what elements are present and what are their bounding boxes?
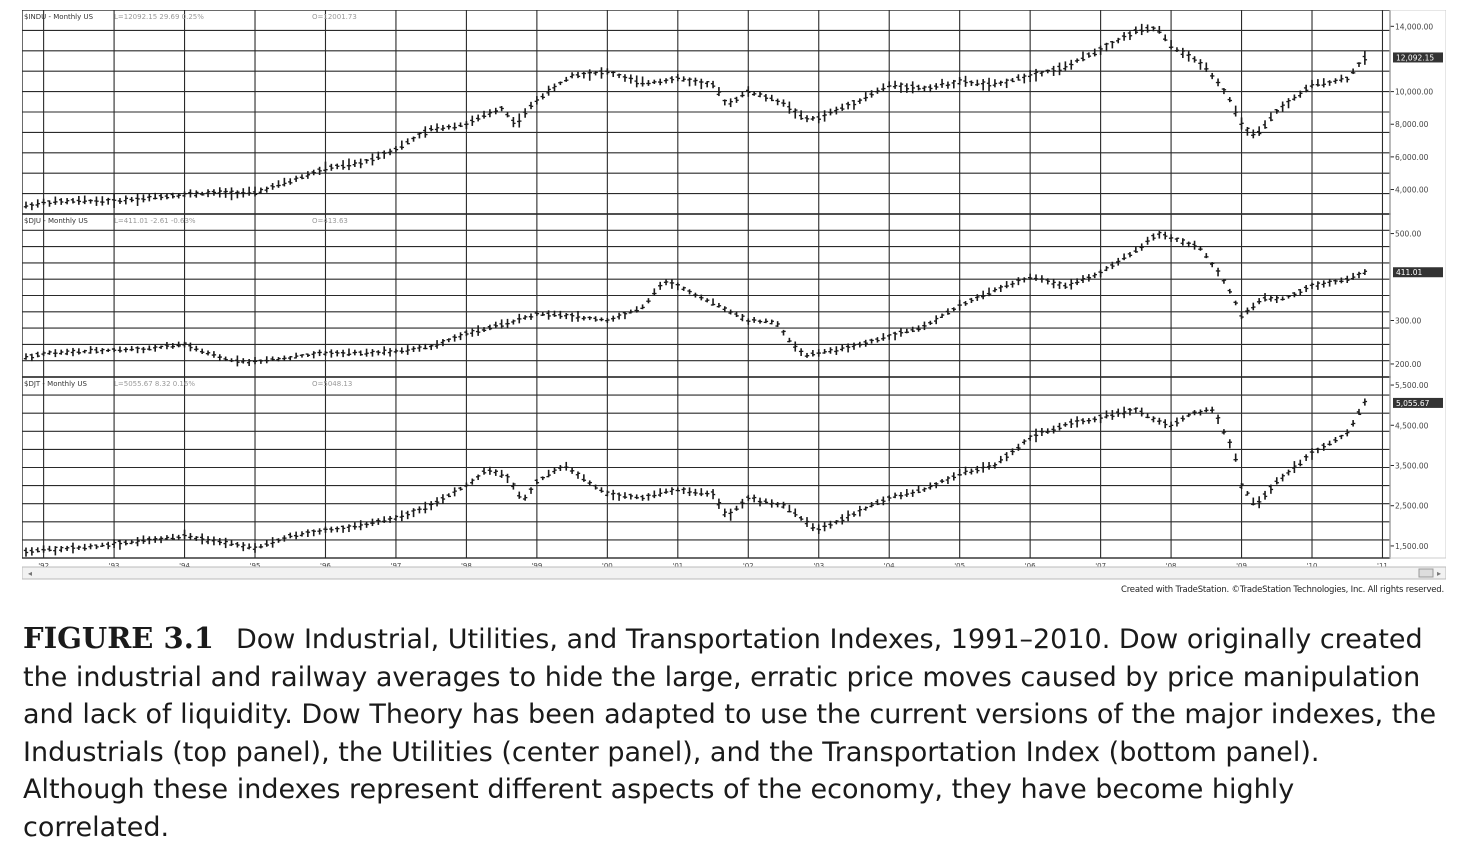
panel-header-top: $INDU - Monthly US (24, 13, 94, 21)
y-tick-label: 4,500.00 (1395, 421, 1429, 430)
panel-header-last: L=12092.15 29.69 0.25% (114, 13, 204, 21)
y-tick-label: 1,500.00 (1395, 542, 1429, 551)
last-price-tag (1393, 267, 1443, 278)
figure-caption-text: Dow Industrial, Utilities, and Transport… (23, 624, 1437, 843)
y-tick-label: 3,500.00 (1395, 461, 1429, 470)
last-price-label: 5,055.67 (1396, 399, 1430, 408)
y-tick-label: 200.00 (1395, 360, 1421, 369)
x-tick-label: '98 (461, 562, 472, 570)
scroll-left-icon: ◂ (28, 569, 32, 578)
panel-header-open: O=12001.73 (312, 13, 357, 21)
x-tick-label: '06 (1025, 562, 1036, 570)
scroll-right-icon: ▸ (1437, 569, 1441, 578)
tradestation-credit: Created with TradeStation. ©TradeStation… (1120, 585, 1444, 595)
panel-header-open: O=413.63 (312, 217, 348, 225)
y-tick-label: 500.00 (1395, 230, 1421, 239)
y-tick-label: 6,000.00 (1395, 153, 1429, 162)
x-tick-label: '94 (179, 562, 190, 570)
x-tick-label: '93 (109, 562, 120, 570)
y-tick-label: 8,000.00 (1395, 120, 1429, 129)
x-tick-label: '92 (38, 562, 49, 570)
y-tick-label: 300.00 (1395, 316, 1421, 325)
last-price-tag (1393, 52, 1443, 63)
x-tick-label: '95 (250, 562, 261, 570)
last-price-label: 12,092.15 (1396, 53, 1434, 62)
y-tick-label: 10,000.00 (1395, 88, 1433, 97)
x-tick-label: '97 (391, 562, 402, 570)
panel-header-bottom: $DJT - Monthly US (24, 380, 88, 388)
x-tick-label: '04 (884, 562, 895, 570)
y-tick-label: 14,000.00 (1395, 22, 1433, 31)
x-tick-label: '00 (602, 562, 613, 570)
price-axis-area (1389, 10, 1446, 559)
figure-label: FIGURE 3.1 (23, 621, 214, 655)
x-tick-label: '02 (743, 562, 754, 570)
scroll-thumb[interactable] (1418, 568, 1434, 578)
x-tick-label: '05 (954, 562, 965, 570)
x-tick-label: '07 (1095, 562, 1106, 570)
x-tick-label: '99 (531, 562, 542, 570)
y-tick-label: 5,500.00 (1395, 381, 1429, 390)
last-price-tag (1393, 397, 1443, 408)
x-tick-label: '08 (1166, 562, 1177, 570)
panel-header-open: O=5048.13 (312, 380, 352, 388)
dow-indexes-chart: 4,000.00 6,000.00 8,000.00 10,000.00 14,000.… (22, 10, 1446, 580)
panel-header-last: L=5055.67 8.32 0.16% (114, 380, 195, 388)
x-tick-label: '09 (1236, 562, 1247, 570)
panel-header-center: $DJU - Monthly US (24, 217, 88, 225)
last-price-label: 411.01 (1396, 268, 1422, 277)
figure-caption: FIGURE 3.1 Dow Industrial, Utilities, and… (23, 620, 1443, 846)
panel-header-last: L=411.01 -2.61 -0.63% (114, 217, 196, 225)
x-tick-label: '11 (1377, 562, 1388, 570)
x-tick-label: '10 (1307, 562, 1318, 570)
scrollbar-track[interactable] (22, 566, 1446, 580)
x-tick-label: '01 (672, 562, 683, 570)
x-tick-label: '96 (320, 562, 331, 570)
y-tick-label: 2,500.00 (1395, 502, 1429, 511)
x-tick-label: '03 (813, 562, 824, 570)
y-tick-label: 4,000.00 (1395, 186, 1429, 195)
